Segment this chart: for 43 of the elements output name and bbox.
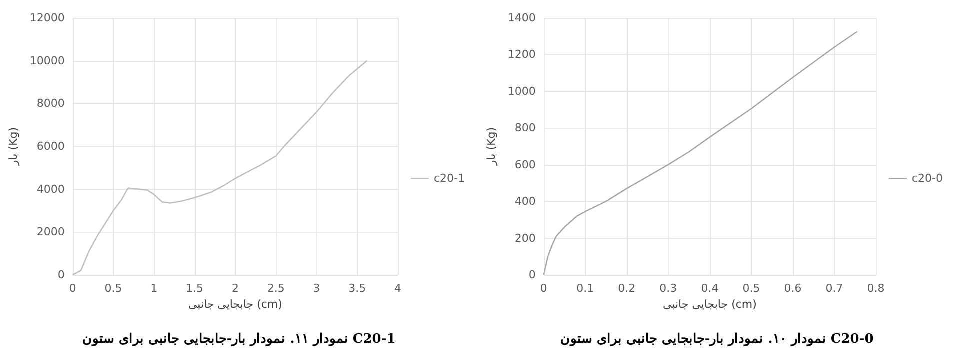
y-tick-label: 400	[514, 195, 536, 208]
y-tick-label: 200	[514, 232, 536, 245]
y-tick-label: 600	[514, 158, 536, 172]
x-tick-label: 3.5	[348, 282, 366, 295]
x-tick-label: 1.5	[186, 282, 204, 295]
y-tick-label: 2000	[36, 226, 65, 239]
x-tick-label: 2.5	[267, 282, 285, 295]
text: نمودار ۱۱. نمودار بار-جابجایی جانبی برای ستون C20-1	[82, 332, 396, 347]
y-axis-title: بار (Kg)	[485, 127, 498, 167]
y-tick-label: 800	[514, 122, 536, 135]
y-tick-label: 1200	[508, 48, 536, 62]
x-tick-label: 0.7	[826, 282, 844, 295]
y-tick-label: 6000	[36, 140, 65, 153]
legend-label: c20-1	[434, 172, 466, 185]
x-axis-title: جابجایی جانبی (cm)	[662, 298, 757, 311]
x-tick-label: 0	[69, 282, 76, 295]
line-series	[72, 60, 368, 276]
x-tick-label: 1	[150, 282, 158, 295]
x-tick-label: 0.8	[867, 282, 885, 295]
y-tick-label: 12000	[30, 12, 65, 24]
line-series	[543, 31, 858, 276]
x-tick-label: 4	[394, 282, 402, 295]
x-tick-label: 0.5	[742, 282, 760, 295]
x-tick-label: 0.3	[660, 282, 678, 295]
x-tick-label: 0.5	[104, 282, 122, 295]
y-axis-title: بار (Kg)	[7, 127, 20, 167]
x-tick-label: 3	[313, 282, 320, 295]
x-axis-title: جابجایی جانبی (cm)	[188, 298, 282, 311]
y-tick-label: 1400	[508, 12, 536, 24]
x-tick-label: 0.1	[576, 282, 594, 295]
y-tick-label: 8000	[36, 97, 65, 110]
y-tick-label: 1000	[508, 84, 536, 98]
y-tick-label: 10000	[30, 54, 65, 68]
x-tick-label: 0.2	[618, 282, 636, 295]
y-tick-label: 0	[528, 268, 536, 282]
text: نمودار ۱۰. نمودار بار-جابجایی جانبی برای ستون C20-0	[560, 332, 874, 347]
legend-label: c20-0	[912, 172, 944, 185]
y-tick-label: 0	[58, 268, 65, 282]
x-tick-label: 0.6	[784, 282, 802, 295]
x-tick-label: 0.4	[701, 282, 719, 295]
y-tick-label: 4000	[36, 182, 65, 196]
x-tick-label: 0	[540, 282, 548, 295]
x-tick-label: 2	[232, 282, 239, 295]
